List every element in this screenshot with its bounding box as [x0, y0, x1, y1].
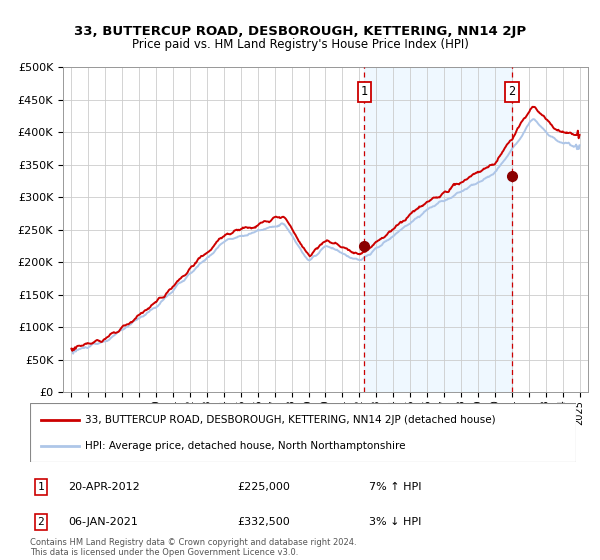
Text: 1: 1 [361, 85, 368, 99]
FancyBboxPatch shape [30, 403, 576, 462]
Text: 3% ↓ HPI: 3% ↓ HPI [368, 517, 421, 527]
Text: 33, BUTTERCUP ROAD, DESBOROUGH, KETTERING, NN14 2JP: 33, BUTTERCUP ROAD, DESBOROUGH, KETTERIN… [74, 25, 526, 38]
Text: 7% ↑ HPI: 7% ↑ HPI [368, 482, 421, 492]
Text: 33, BUTTERCUP ROAD, DESBOROUGH, KETTERING, NN14 2JP (detached house): 33, BUTTERCUP ROAD, DESBOROUGH, KETTERIN… [85, 414, 495, 424]
Text: Contains HM Land Registry data © Crown copyright and database right 2024.
This d: Contains HM Land Registry data © Crown c… [30, 538, 356, 557]
Text: 2: 2 [38, 517, 44, 527]
Text: HPI: Average price, detached house, North Northamptonshire: HPI: Average price, detached house, Nort… [85, 441, 405, 451]
Bar [364, 67, 512, 392]
Text: £225,000: £225,000 [238, 482, 290, 492]
Text: 1: 1 [38, 482, 44, 492]
Text: Price paid vs. HM Land Registry's House Price Index (HPI): Price paid vs. HM Land Registry's House … [131, 38, 469, 51]
Text: 20-APR-2012: 20-APR-2012 [68, 482, 140, 492]
Text: 06-JAN-2021: 06-JAN-2021 [68, 517, 138, 527]
Text: 2: 2 [508, 85, 515, 99]
Text: £332,500: £332,500 [238, 517, 290, 527]
